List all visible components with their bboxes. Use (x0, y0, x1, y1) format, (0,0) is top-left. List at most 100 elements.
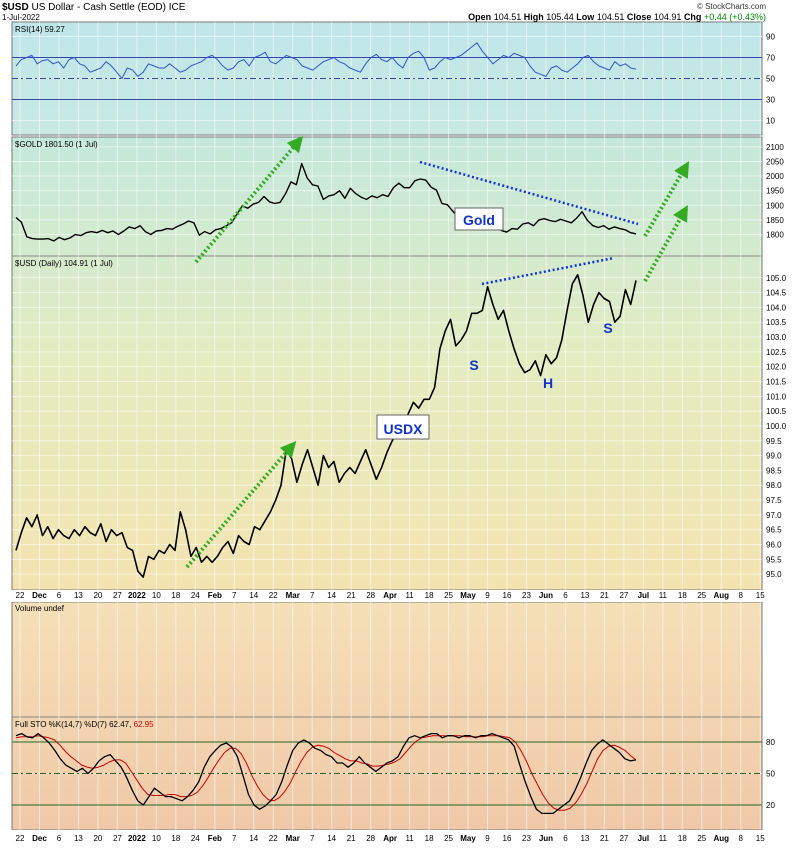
x-tick-label: 16 (503, 591, 512, 600)
usd-y-tick: 98.5 (766, 466, 782, 475)
instrument-name: US Dollar - Cash Settle (EOD) (31, 2, 166, 13)
usd-y-tick: 98.0 (766, 481, 782, 490)
x-tick-label: Aug (714, 591, 730, 600)
usd-y-tick: 105.0 (766, 274, 787, 283)
x-tick-label: 11 (405, 834, 414, 843)
x-tick-label: 21 (347, 591, 356, 600)
x-tick-label: 6 (563, 591, 568, 600)
x-tick-label: 22 (269, 591, 278, 600)
x-tick-label: 21 (347, 834, 356, 843)
gold-y-tick: 1800 (766, 230, 784, 239)
close-value: 104.91 (653, 12, 682, 22)
usd-y-tick: 95.0 (766, 570, 782, 579)
x-tick-label: 14 (327, 591, 336, 600)
chart-title: $USD US Dollar - Cash Settle (EOD) ICE (2, 2, 185, 13)
x-tick-label: 13 (580, 834, 589, 843)
x-tick-label: 8 (739, 591, 744, 600)
usd-y-tick: 100.5 (766, 407, 787, 416)
rsi-line (15, 42, 637, 79)
x-tick-label: Dec (32, 591, 47, 600)
x-tick-label: May (460, 591, 476, 600)
high-label: High (523, 12, 544, 22)
symbol: $USD (2, 2, 29, 13)
rsi-y-tick: 10 (766, 117, 775, 126)
s-left-label: S (469, 357, 478, 373)
usdx-annotation: USDX (384, 421, 424, 437)
x-tick-label: 22 (16, 591, 25, 600)
gold-y-tick: 1950 (766, 187, 784, 196)
green-arrow (185, 440, 297, 569)
x-tick-label: 7 (232, 591, 237, 600)
sto-y-tick: 50 (766, 770, 775, 779)
ohlc-readout: Open 104.51 High 105.44 Low 104.51 Close… (468, 12, 766, 22)
x-tick-label: 22 (16, 834, 25, 843)
usd-y-tick: 96.5 (766, 526, 782, 535)
rsi-y-tick: 30 (766, 96, 775, 105)
usd-y-tick: 103.0 (766, 333, 787, 342)
sto-k-line (15, 732, 637, 815)
x-tick-label: 14 (249, 591, 258, 600)
x-tick-label: 13 (74, 591, 83, 600)
usd-y-tick: 100.0 (766, 422, 787, 431)
open-value: 104.51 (493, 12, 522, 22)
x-tick-label: 20 (93, 591, 102, 600)
low-value: 104.51 (596, 12, 625, 22)
rsi-y-tick: 50 (766, 75, 775, 84)
gold-y-tick: 1900 (766, 201, 784, 210)
x-tick-label: Feb (208, 591, 222, 600)
x-tick-label: Jul (638, 834, 650, 843)
close-label: Close (626, 12, 652, 22)
x-tick-label: 8 (739, 834, 744, 843)
sto-y-tick: 20 (766, 801, 775, 810)
axis-band-2 (0, 830, 800, 849)
x-tick-label: 24 (191, 591, 200, 600)
usd-y-tick: 99.0 (766, 452, 782, 461)
x-tick-label: 14 (249, 834, 258, 843)
x-tick-label: 23 (522, 591, 531, 600)
x-tick-label: Jun (539, 834, 553, 843)
x-tick-label: 18 (171, 834, 180, 843)
x-tick-label: 13 (74, 834, 83, 843)
x-tick-label: 16 (503, 834, 512, 843)
usd-y-tick: 104.0 (766, 303, 787, 312)
x-tick-label: 10 (152, 834, 161, 843)
x-tick-label: 25 (697, 591, 706, 600)
x-tick-label: 27 (619, 834, 628, 843)
s-right-label: S (603, 320, 612, 336)
x-tick-label: 18 (425, 591, 434, 600)
gold-y-tick: 2050 (766, 157, 784, 166)
x-tick-label: 13 (580, 591, 589, 600)
usd-y-tick: 95.5 (766, 555, 782, 564)
rsi-y-tick: 90 (766, 33, 775, 42)
usd-y-tick: 103.5 (766, 318, 787, 327)
x-tick-label: 27 (113, 834, 122, 843)
usd-y-tick: 101.5 (766, 378, 787, 387)
x-tick-label: 18 (425, 834, 434, 843)
x-tick-label: Mar (286, 591, 300, 600)
gold-y-tick: 2100 (766, 143, 784, 152)
x-tick-label: 25 (444, 834, 453, 843)
x-tick-label: 10 (152, 591, 161, 600)
rsi-y-tick: 70 (766, 54, 775, 63)
x-tick-label: 7 (310, 834, 315, 843)
x-tick-label: 15 (756, 834, 765, 843)
x-tick-label: 27 (619, 591, 628, 600)
x-tick-label: 11 (405, 591, 414, 600)
x-tick-label: Mar (286, 834, 300, 843)
x-tick-label: 21 (600, 591, 609, 600)
high-value: 105.44 (546, 12, 574, 22)
green-arrow (194, 135, 304, 264)
x-tick-label: 7 (232, 834, 237, 843)
x-tick-label: 20 (93, 834, 102, 843)
x-tick-label: Jun (539, 591, 553, 600)
x-tick-label: 7 (310, 591, 315, 600)
sto-label: Full STO %K(14,7) %D(7) 62.47, 62.95 (15, 720, 154, 729)
x-tick-label: 11 (659, 834, 668, 843)
x-tick-label: 21 (600, 834, 609, 843)
x-tick-label: 23 (522, 834, 531, 843)
chart-date: 1-Jul-2022 (2, 13, 40, 22)
usdx-annotation-box (376, 414, 430, 440)
axis-band-1 (0, 590, 800, 602)
